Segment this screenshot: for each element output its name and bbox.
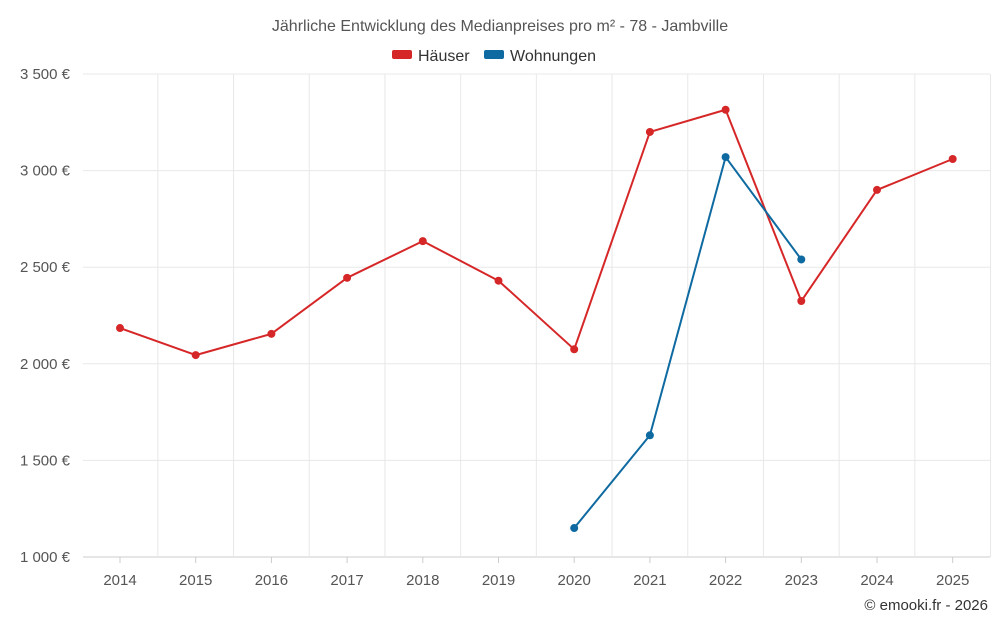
data-point-wohnungen[interactable]: [721, 153, 730, 162]
data-point-hauser[interactable]: [570, 345, 579, 354]
x-tick-label: 2020: [558, 572, 591, 589]
data-point-hauser[interactable]: [645, 127, 654, 136]
y-tick-label: 1 500 €: [20, 452, 71, 469]
x-tick-label: 2025: [936, 572, 969, 589]
y-tick-label: 3 500 €: [20, 66, 71, 83]
x-tick-label: 2022: [709, 572, 742, 589]
data-point-hauser[interactable]: [343, 273, 352, 282]
data-point-hauser[interactable]: [191, 351, 200, 360]
x-tick-label: 2023: [785, 572, 818, 589]
x-tick-label: 2018: [406, 572, 439, 589]
x-tick-label: 2024: [860, 572, 893, 589]
series-line-wohnungen: [573, 156, 803, 529]
legend-swatch-hauser: [392, 50, 412, 59]
y-tick-label: 2 500 €: [20, 259, 71, 276]
legend-swatch-wohnungen: [484, 50, 504, 59]
data-point-hauser[interactable]: [418, 237, 427, 246]
y-tick-label: 1 000 €: [20, 549, 71, 566]
data-point-wohnungen[interactable]: [797, 255, 806, 264]
data-point-hauser[interactable]: [873, 185, 881, 194]
y-tick-label: 3 000 €: [20, 163, 71, 180]
series-group: [116, 105, 957, 533]
series-line-hauser: [119, 108, 954, 357]
x-tick-label: 2015: [179, 572, 212, 589]
credit-text: © emooki.fr - 2026: [864, 597, 988, 614]
x-tick-label: 2021: [633, 572, 666, 589]
data-point-hauser[interactable]: [797, 297, 806, 306]
x-axis: 2014 2015 2016 2017 2018 2019 2020 2021 2022 2023…: [103, 557, 969, 589]
legend: Häuser Wohnungen: [392, 48, 596, 65]
legend-label-wohnungen[interactable]: Wohnungen: [510, 48, 596, 65]
data-point-hauser[interactable]: [948, 155, 957, 164]
data-point-hauser[interactable]: [116, 324, 124, 333]
chart-title: Jährliche Entwicklung des Medianpreises …: [272, 18, 728, 35]
data-point-wohnungen[interactable]: [570, 524, 579, 533]
y-tick-label: 2 000 €: [20, 356, 71, 373]
data-point-hauser[interactable]: [494, 276, 503, 285]
data-point-wohnungen[interactable]: [645, 431, 654, 440]
y-axis: 1 000 € 1 500 € 2 000 € 2 500 € 3 000 € 3 500…: [20, 66, 71, 566]
x-tick-label: 2016: [255, 572, 288, 589]
x-tick-label: 2014: [103, 572, 136, 589]
data-point-hauser[interactable]: [267, 329, 276, 338]
x-tick-label: 2019: [482, 572, 515, 589]
x-tick-label: 2017: [330, 572, 363, 589]
grid: [83, 73, 992, 558]
legend-label-hauser[interactable]: Häuser: [418, 48, 470, 65]
data-point-hauser[interactable]: [721, 105, 730, 114]
